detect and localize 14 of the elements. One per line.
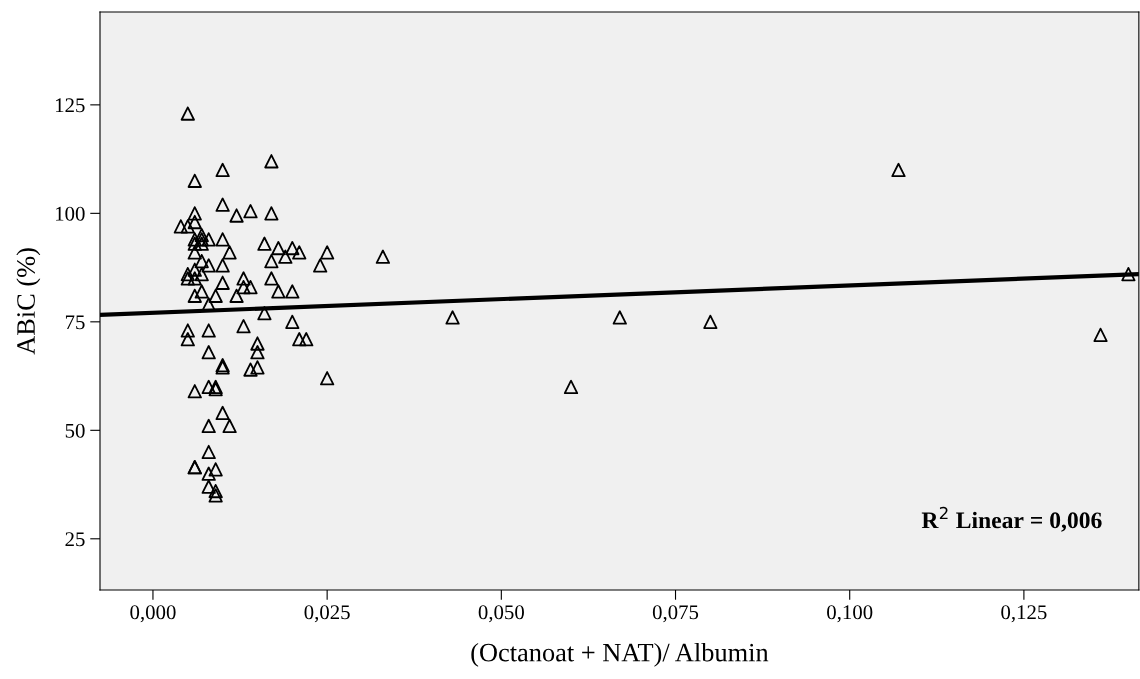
y-tick-label: 75 xyxy=(65,315,85,330)
x-tick-label: 0,125 xyxy=(1001,605,1047,623)
annotation: R$^{2}$ Linear = 0,006 xyxy=(921,506,1102,532)
x-axis-title: (Octanoat + NAT)/ Albumin xyxy=(471,642,769,667)
y-tick-label: 125 xyxy=(56,98,85,113)
x-tick-label: 0,075 xyxy=(652,605,699,623)
y-tick-label: 50 xyxy=(65,423,85,438)
x-tick-label: 0,000 xyxy=(130,605,176,623)
y-tick-label: 100 xyxy=(56,206,85,221)
x-tick-label: 0,100 xyxy=(827,605,873,623)
x-tick-label: 0,025 xyxy=(304,605,350,623)
y-tick-label: 25 xyxy=(65,532,85,547)
x-tick-label: 0,050 xyxy=(478,605,524,623)
y-axis-title: ABiC (%) xyxy=(16,248,41,355)
